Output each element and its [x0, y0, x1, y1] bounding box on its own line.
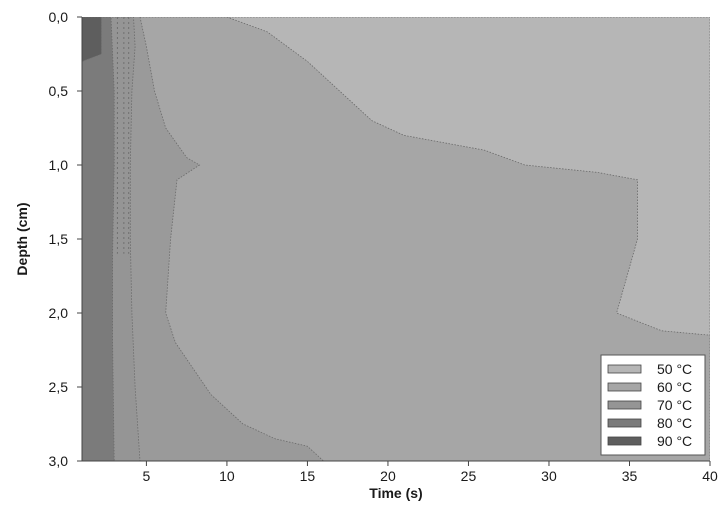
x-tick-label: 30 — [541, 468, 557, 484]
legend-label: 60 °C — [657, 379, 692, 395]
y-tick-label: 2,5 — [49, 379, 69, 395]
contour-region-80c — [82, 17, 115, 461]
x-tick-label: 35 — [622, 468, 638, 484]
plot-area — [82, 17, 710, 461]
x-tick-label: 5 — [143, 468, 151, 484]
contour-region-50c — [226, 17, 710, 336]
legend-swatch — [607, 382, 642, 392]
x-tick-label: 15 — [300, 468, 316, 484]
x-tick-label: 10 — [219, 468, 235, 484]
x-tick-label: 20 — [380, 468, 396, 484]
contour-regions — [82, 17, 710, 461]
legend-swatch — [607, 364, 642, 374]
y-tick-label: 1,5 — [49, 231, 69, 247]
legend-label: 70 °C — [657, 397, 692, 413]
legend-swatch — [607, 418, 642, 428]
legend-swatch — [607, 400, 642, 410]
y-tick-label: 0,5 — [49, 83, 69, 99]
y-tick-label: 0,0 — [49, 9, 69, 25]
x-tick-label: 40 — [702, 468, 718, 484]
x-axis-title: Time (s) — [369, 485, 422, 501]
y-tick-label: 3,0 — [49, 453, 69, 469]
y-tick-label: 2,0 — [49, 305, 69, 321]
legend-label: 80 °C — [657, 415, 692, 431]
legend: 50 °C 60 °C 70 °C 80 °C 90 °C — [600, 354, 706, 456]
legend-entries: 50 °C 60 °C 70 °C 80 °C 90 °C — [607, 361, 692, 449]
legend-label: 90 °C — [657, 433, 692, 449]
y-axis: 0,0 0,5 1,0 1,5 2,0 2,5 3,0 — [49, 9, 83, 469]
x-tick-label: 25 — [461, 468, 477, 484]
y-axis-title: Depth (cm) — [14, 202, 30, 275]
contour-region-90c — [82, 17, 102, 62]
legend-swatch — [607, 436, 642, 446]
x-axis: 5 10 15 20 25 30 35 40 — [82, 460, 718, 484]
legend-label: 50 °C — [657, 361, 692, 377]
y-tick-label: 1,0 — [49, 157, 69, 173]
